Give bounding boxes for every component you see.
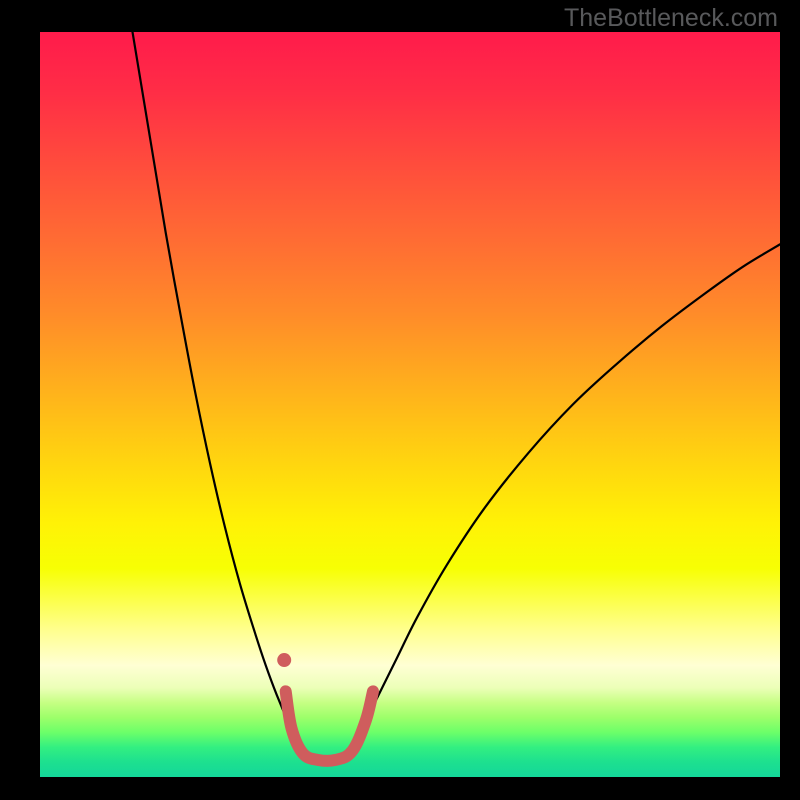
chart-container: TheBottleneck.com xyxy=(0,0,800,800)
marker-dot xyxy=(277,653,291,667)
plot-svg xyxy=(40,32,780,777)
plot-area xyxy=(40,32,780,777)
watermark-text: TheBottleneck.com xyxy=(564,4,778,33)
